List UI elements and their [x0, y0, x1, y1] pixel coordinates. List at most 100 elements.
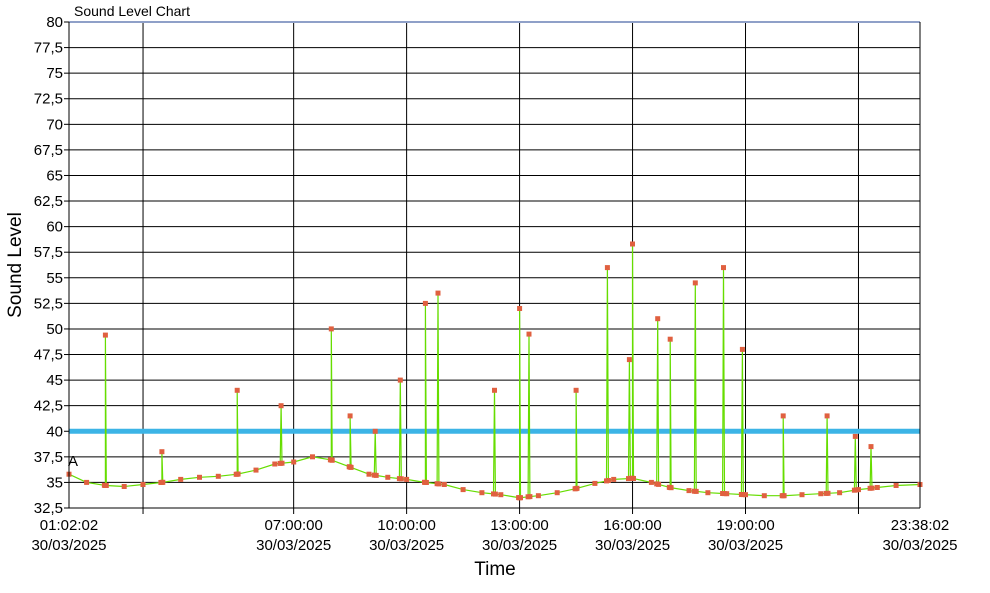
series-point: [178, 476, 184, 482]
series-point: [492, 491, 498, 497]
series-point: [869, 485, 875, 491]
series-point: [527, 494, 533, 500]
series-point: [799, 492, 805, 498]
series-spike-point: [604, 265, 610, 271]
series-spike-point: [328, 326, 334, 332]
series-spike-point: [692, 280, 698, 286]
y-tick-label: 32,5: [34, 500, 63, 517]
series-spike-point: [780, 413, 786, 419]
series-spike-point: [347, 413, 353, 419]
series-spike-point: [102, 332, 108, 338]
series-spike-point: [492, 387, 497, 393]
x-tick-time: 10:00:00: [377, 517, 435, 534]
series-spike-point: [824, 413, 830, 419]
axis-layer: 32,5 35 37,5 40 42,5 45 47,5 50 52,5 55 57,5 60 62,5…: [31, 14, 957, 554]
y-tick-label: 77,5: [34, 40, 63, 57]
series-point: [103, 483, 109, 488]
series-point: [574, 485, 580, 491]
series-spike-point: [739, 346, 745, 352]
x-tick-time: 16:00:00: [603, 517, 661, 534]
series-point: [837, 490, 843, 496]
series-point: [310, 454, 315, 460]
series-point: [874, 485, 880, 490]
series-point: [611, 476, 617, 482]
series-point: [423, 480, 429, 485]
x-tick-date: 30/03/2025: [31, 537, 106, 554]
chart-title: Sound Level Chart: [74, 3, 190, 19]
series-point: [272, 461, 278, 467]
series-point: [656, 481, 662, 487]
x-axis-title: Time: [474, 559, 516, 580]
series-point: [84, 479, 90, 485]
series-spike-point: [159, 449, 165, 455]
y-tick-label: 52,5: [34, 295, 63, 312]
series-point: [441, 482, 447, 487]
series-spike-point: [667, 336, 673, 342]
y-axis-title: Sound Level: [5, 212, 26, 318]
series-spike-point: [573, 387, 579, 393]
series-spike-point: [630, 241, 635, 247]
series-spike-point: [435, 290, 441, 296]
series-point: [605, 478, 611, 483]
series-spike-point: [721, 265, 726, 271]
y-tick-label: 47,5: [34, 347, 63, 364]
y-tick-label: 40: [46, 423, 63, 440]
series-point: [436, 481, 442, 487]
x-tick-date: 30/03/2025: [256, 537, 331, 554]
series-point: [592, 480, 598, 486]
x-tick-date: 30/03/2025: [482, 537, 557, 554]
series-point: [818, 491, 824, 497]
series-point: [253, 467, 259, 473]
series-point: [404, 476, 410, 482]
series-point: [724, 491, 730, 497]
series-marker-label: A: [68, 453, 78, 470]
y-tick-label: 45: [46, 372, 63, 389]
y-tick-label: 55: [46, 270, 63, 287]
series-point: [160, 479, 166, 485]
series-layer: [68, 243, 921, 499]
series-point: [385, 474, 391, 480]
series-point: [781, 493, 787, 499]
series-point: [693, 488, 699, 494]
x-tick-time: 19:00:00: [716, 517, 774, 534]
series-point: [631, 476, 636, 481]
series-point: [460, 487, 466, 493]
y-tick-label: 65: [46, 167, 63, 184]
series-point: [197, 474, 202, 480]
series-point: [535, 493, 541, 499]
series-point: [398, 476, 404, 482]
y-tick-label: 75: [46, 65, 63, 82]
series-spike-point: [422, 300, 428, 306]
series-point: [479, 490, 485, 496]
series-point: [121, 484, 127, 489]
series-point: [893, 483, 899, 488]
y-tick-label: 60: [46, 219, 63, 236]
series-point: [498, 492, 504, 498]
series-point: [743, 492, 748, 498]
series-point: [648, 479, 654, 485]
series-spike-point: [626, 357, 632, 363]
series-point: [686, 488, 692, 494]
series-point: [140, 482, 146, 487]
x-tick-time: 01:02:02: [40, 517, 98, 534]
x-tick-time: 07:00:00: [264, 517, 322, 534]
series-spike-point: [526, 331, 532, 337]
x-tick-time: 13:00:00: [490, 517, 548, 534]
series-spike-point: [852, 433, 858, 439]
series-point: [373, 472, 379, 478]
y-tick-label: 80: [46, 14, 63, 31]
y-tick-label: 72,5: [34, 91, 63, 108]
y-tick-label: 42,5: [34, 398, 63, 415]
series-point: [705, 490, 711, 496]
x-tick-date: 30/03/2025: [708, 537, 783, 554]
y-tick-label: 37,5: [34, 449, 63, 466]
series-point: [366, 471, 372, 477]
series-spike-point: [278, 403, 284, 409]
series-point: [235, 471, 241, 477]
series-spike-point: [372, 428, 378, 434]
series-point: [329, 457, 335, 463]
series-spike-point: [655, 316, 661, 322]
y-tick-label: 57,5: [34, 244, 63, 261]
